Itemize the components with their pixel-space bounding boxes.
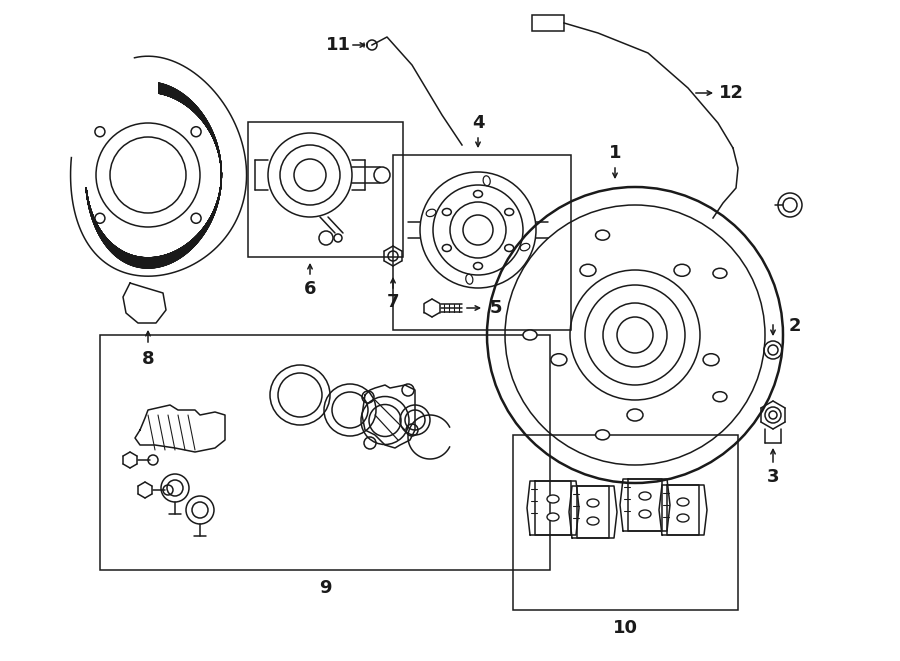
Ellipse shape [677,498,689,506]
Ellipse shape [587,517,599,525]
Ellipse shape [596,430,609,440]
Text: 8: 8 [141,350,154,368]
Ellipse shape [639,492,651,500]
Ellipse shape [580,264,596,276]
Ellipse shape [627,409,643,421]
Ellipse shape [442,245,451,251]
Text: 10: 10 [613,619,637,637]
Ellipse shape [523,330,537,340]
Ellipse shape [713,392,727,402]
Ellipse shape [427,209,436,217]
Text: 3: 3 [767,468,779,486]
Ellipse shape [473,262,482,270]
Ellipse shape [639,510,651,518]
Ellipse shape [551,354,567,366]
Text: 11: 11 [326,36,350,54]
Ellipse shape [483,176,490,186]
Ellipse shape [547,495,559,503]
Ellipse shape [674,264,690,276]
Ellipse shape [520,243,530,251]
Ellipse shape [505,245,514,251]
Text: 7: 7 [387,293,400,311]
Ellipse shape [473,190,482,198]
Bar [513,435,738,610]
Text: 2: 2 [788,317,801,335]
Text: 6: 6 [304,280,316,298]
Ellipse shape [703,354,719,366]
Bar [100,335,550,570]
Ellipse shape [587,499,599,507]
Ellipse shape [442,208,451,215]
Ellipse shape [466,274,472,284]
Text: 5: 5 [490,299,502,317]
Ellipse shape [547,513,559,521]
Ellipse shape [505,208,514,215]
Text: 1: 1 [608,144,621,162]
Bar [393,155,571,330]
Text: 9: 9 [319,579,331,597]
Ellipse shape [677,514,689,522]
Bar [532,15,564,31]
Bar [248,122,403,257]
Text: 4: 4 [472,114,484,132]
Ellipse shape [596,230,609,240]
Ellipse shape [713,268,727,278]
Text: 12: 12 [718,84,743,102]
